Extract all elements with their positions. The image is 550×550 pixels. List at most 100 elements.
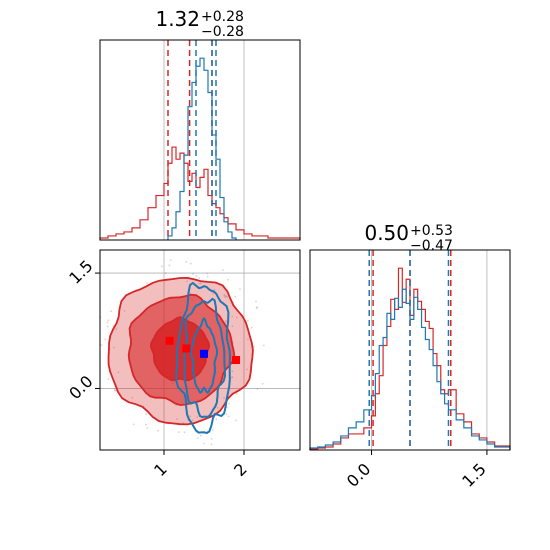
scatter-point — [164, 272, 167, 274]
panel2-x-ticks: 0.0 1.5 — [343, 450, 490, 491]
scatter-point — [113, 388, 116, 391]
scatter-point — [106, 325, 109, 328]
scatter-point — [169, 259, 172, 262]
scatter-point — [227, 278, 229, 281]
scatter-point — [234, 296, 237, 298]
scatter-point — [110, 310, 113, 313]
scatter-point — [225, 320, 227, 322]
scatter-point — [146, 282, 148, 284]
contour-blue-level-0 — [190, 316, 218, 394]
scatter-point — [223, 396, 225, 399]
scatter-point — [210, 443, 213, 446]
scatter-point — [225, 413, 228, 416]
x-tick-label: 1 — [150, 459, 171, 480]
scatter-point — [212, 428, 214, 431]
marker-0-1 — [182, 344, 191, 353]
scatter-point — [96, 369, 98, 371]
scatter-point — [262, 344, 265, 347]
scatter-point — [157, 429, 159, 432]
panel2-title-minus: −0.47 — [410, 238, 453, 254]
panel3-contours — [107, 276, 254, 435]
histogram-series-1 — [309, 288, 511, 450]
scatter-point — [226, 295, 229, 298]
scatter-point — [100, 344, 103, 347]
scatter-point — [199, 434, 202, 437]
contour-blue-level-2 — [175, 281, 232, 435]
scatter-point — [175, 404, 178, 407]
scatter-point — [224, 321, 227, 323]
marker-0-0 — [165, 336, 174, 345]
panel2-title-value: 0.50 — [364, 221, 409, 245]
scatter-point — [107, 378, 110, 380]
scatter-point — [228, 402, 230, 405]
scatter-point — [227, 415, 230, 418]
scatter-point — [235, 419, 238, 422]
scatter-point — [231, 325, 234, 328]
scatter-point — [160, 265, 163, 268]
scatter-point — [255, 307, 258, 310]
panel2-histograms — [309, 267, 511, 450]
scatter-point — [230, 376, 233, 379]
scatter-point — [235, 393, 238, 395]
scatter-point — [145, 423, 147, 426]
marker-0-2 — [232, 356, 240, 364]
scatter-point — [255, 300, 257, 303]
scatter-point — [189, 262, 192, 265]
scatter-point — [131, 396, 134, 399]
panel1-quantile-lines — [167, 40, 217, 240]
scatter-point — [115, 328, 118, 331]
scatter-point — [213, 289, 216, 291]
scatter-point — [113, 389, 116, 392]
scatter-point — [245, 368, 248, 371]
scatter-point — [198, 277, 201, 279]
scatter-point — [196, 416, 199, 418]
scatter-point — [261, 382, 264, 385]
scatter-point — [191, 419, 194, 422]
histogram-series-0 — [309, 267, 511, 450]
scatter-point — [225, 295, 228, 297]
scatter-point — [216, 407, 219, 409]
scatter-point — [186, 280, 188, 283]
panel1-title-plus: +0.28 — [201, 9, 244, 25]
scatter-point — [176, 418, 178, 420]
scatter-point — [198, 283, 201, 285]
scatter-point — [117, 371, 120, 374]
scatter-point — [231, 376, 234, 379]
panel2-frame — [309, 249, 511, 451]
scatter-point — [215, 418, 218, 421]
panel-marginal-2: 0.50 +0.53 −0.47 0.0 1.5 — [309, 221, 511, 491]
scatter-point — [106, 321, 109, 324]
scatter-point — [177, 431, 180, 434]
scatter-point — [231, 370, 234, 373]
scatter-point — [195, 275, 198, 277]
scatter-point — [168, 264, 171, 267]
x-tick-label: 2 — [230, 459, 251, 480]
scatter-point — [239, 288, 241, 291]
panel1-title-value: 1.32 — [155, 7, 200, 31]
scatter-point — [113, 346, 115, 349]
panel1-title-minus: −0.28 — [201, 24, 244, 40]
histogram-series-0 — [99, 146, 301, 240]
panel1-histograms — [99, 57, 301, 240]
x-tick-label: 1.5 — [458, 459, 489, 490]
histogram-series-1 — [167, 57, 237, 240]
scatter-point — [210, 438, 213, 440]
y-tick-label: 0.0 — [65, 372, 96, 403]
scatter-point — [189, 415, 192, 418]
scatter-point — [203, 442, 206, 445]
scatter-point — [246, 319, 249, 322]
scatter-point — [145, 413, 148, 416]
scatter-point — [212, 292, 215, 295]
scatter-point — [206, 272, 209, 275]
scatter-point — [223, 294, 226, 297]
scatter-point — [231, 315, 234, 318]
scatter-point — [246, 338, 249, 341]
scatter-point — [189, 292, 192, 295]
panel2-quantile-lines — [368, 250, 452, 450]
scatter-point — [146, 426, 149, 429]
scatter-point — [107, 319, 110, 322]
y-tick-label: 1.5 — [65, 256, 96, 287]
scatter-point — [223, 293, 226, 296]
